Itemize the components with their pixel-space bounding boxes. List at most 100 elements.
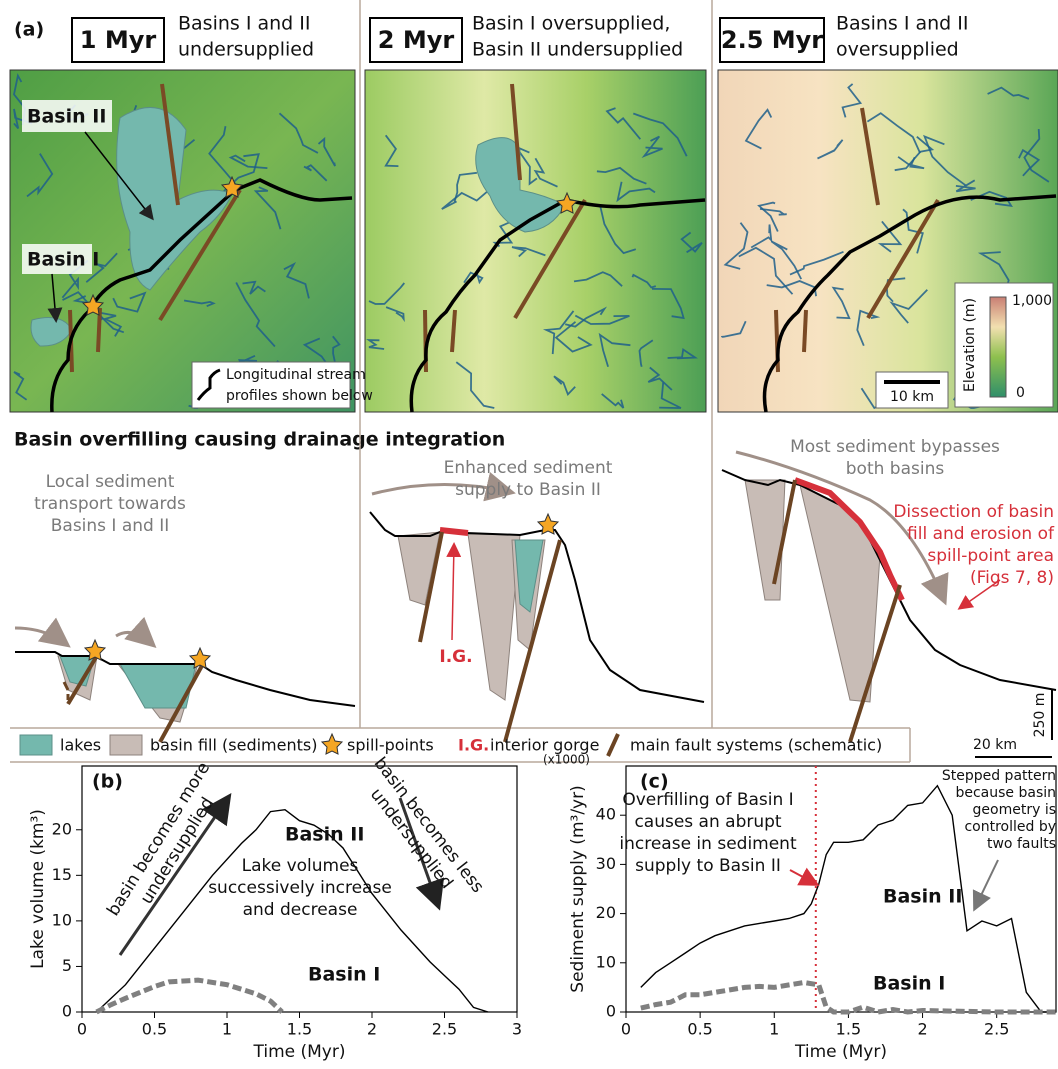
colorbar-title: Elevation (m) bbox=[962, 298, 978, 392]
panel-label: (a) bbox=[14, 19, 44, 41]
cross-sections-item bbox=[468, 534, 520, 700]
panel-a-header: (a) 1 Myr Basins I and II undersupplied … bbox=[14, 13, 968, 63]
section-texts-item: Most sediment bypasses bbox=[790, 437, 1000, 457]
x-tick-label: 3 bbox=[512, 1020, 522, 1039]
legend-item bbox=[322, 734, 342, 754]
annotation-text: Overfilling of Basin I bbox=[622, 790, 793, 810]
map-scale: 10 km bbox=[890, 389, 934, 405]
y-tick-label: 5 bbox=[62, 956, 72, 975]
legend-item bbox=[608, 734, 618, 756]
annotation-text: Lake volumes bbox=[242, 856, 359, 876]
stage-time: 1 Myr bbox=[80, 26, 157, 54]
section-texts-item: 250 m bbox=[1032, 693, 1048, 738]
stage-caption: Basin II undersupplied bbox=[472, 39, 683, 61]
section-texts-item: 20 km bbox=[973, 737, 1017, 753]
y-tick-label: 20 bbox=[596, 903, 616, 922]
stage-time: 2 Myr bbox=[378, 26, 455, 54]
stream-note: Longitudinal stream bbox=[226, 367, 366, 383]
legend-item bbox=[20, 735, 52, 755]
annotation: Stepped patternbecause basingeometry isc… bbox=[942, 768, 1056, 852]
annotation-text: successively increase bbox=[208, 878, 392, 898]
y-tick-label: 0 bbox=[62, 1002, 72, 1021]
annotation-text: because basin bbox=[955, 785, 1056, 801]
y-tick-label: 30 bbox=[596, 854, 616, 873]
annotation-text: and decrease bbox=[243, 900, 358, 920]
legend-item: basin fill (sediments) bbox=[150, 736, 317, 755]
unit-note: (x1000) bbox=[543, 753, 590, 767]
stage-caption: Basin I oversupplied, bbox=[472, 13, 670, 35]
legend: lakes basin fill (sediments) spill-point… bbox=[20, 734, 882, 756]
section-texts-item: supply to Basin II bbox=[455, 480, 601, 500]
section-texts-item: Local sediment bbox=[46, 472, 175, 492]
x-tick-label: 2.5 bbox=[432, 1020, 457, 1039]
x-tick-label: 0 bbox=[77, 1020, 87, 1039]
x-tick-label: 1 bbox=[222, 1020, 232, 1039]
y-axis-label: Lake volume (km³) bbox=[28, 809, 48, 969]
x-tick-label: 2.5 bbox=[984, 1020, 1009, 1039]
x-tick-label: 0 bbox=[621, 1020, 631, 1039]
legend-item: lakes bbox=[60, 736, 101, 755]
annotation-text: Stepped pattern bbox=[942, 768, 1056, 784]
section-texts-item: Enhanced sediment bbox=[444, 458, 613, 478]
x-tick-label: 0.5 bbox=[687, 1020, 712, 1039]
cross-sections-item bbox=[452, 545, 454, 640]
annotation-text: supply to Basin II bbox=[635, 856, 781, 876]
section-title: Basin overfilling causing drainage integ… bbox=[14, 429, 505, 451]
series-label: Basin II bbox=[883, 886, 962, 908]
x-axis-label: Time (Myr) bbox=[794, 1042, 887, 1062]
legend-item bbox=[110, 735, 142, 755]
y-tick-label: 15 bbox=[52, 865, 72, 884]
cross-sections-item bbox=[800, 485, 880, 702]
section-texts-item: spill-point area bbox=[927, 546, 1054, 566]
x-tick-label: 2 bbox=[367, 1020, 377, 1039]
x-tick-label: 1.5 bbox=[836, 1020, 861, 1039]
series-line bbox=[641, 983, 1056, 1013]
cross-sections-item bbox=[15, 628, 66, 644]
y-tick-label: 10 bbox=[596, 952, 616, 971]
y-tick-label: 0 bbox=[606, 1002, 616, 1021]
figure: (a) 1 Myr Basins I and II undersupplied … bbox=[0, 0, 1058, 1069]
annotation-text: increase in sediment bbox=[619, 834, 797, 854]
annotation-arrow bbox=[790, 870, 816, 884]
x-tick-label: 1.5 bbox=[287, 1020, 312, 1039]
x-tick-label: 1 bbox=[769, 1020, 779, 1039]
colorbar-min: 0 bbox=[1016, 385, 1025, 401]
stage-time: 2.5 Myr bbox=[721, 26, 823, 54]
annotation-text: two faults bbox=[987, 836, 1056, 852]
series-label: Basin I bbox=[308, 964, 380, 986]
annotation-arrow bbox=[975, 860, 998, 908]
section-texts-item: Dissection of basin bbox=[893, 502, 1054, 522]
y-axis-label: Sediment supply (m³/yr) bbox=[568, 785, 588, 992]
cross-sections-item bbox=[745, 480, 785, 600]
annotation-text: causes an abrupt bbox=[634, 812, 781, 832]
legend-item: spill-points bbox=[347, 736, 434, 755]
colorbar bbox=[990, 297, 1006, 397]
y-tick-label: 40 bbox=[596, 805, 616, 824]
legend-item: I.G. bbox=[458, 736, 489, 755]
panel-label: (b) bbox=[92, 771, 123, 793]
section-texts-item: (Figs 7, 8) bbox=[970, 568, 1054, 588]
cross-sections-item bbox=[440, 530, 468, 533]
stage-caption: undersupplied bbox=[178, 39, 314, 61]
annotation: Overfilling of Basin Icauses an abruptin… bbox=[619, 790, 797, 876]
annotation: Lake volumessuccessively increaseand dec… bbox=[208, 856, 392, 920]
stream-note: profiles shown below bbox=[226, 388, 373, 404]
section-texts-item: fill and erosion of bbox=[907, 524, 1055, 544]
legend-item: main fault systems (schematic) bbox=[630, 736, 882, 755]
x-axis-label: Time (Myr) bbox=[253, 1042, 346, 1062]
x-tick-label: 2 bbox=[917, 1020, 927, 1039]
cross-sections-item bbox=[116, 632, 152, 644]
section-texts-item: transport towards bbox=[34, 494, 186, 514]
map-features-item bbox=[804, 310, 806, 352]
stage-caption: oversupplied bbox=[836, 39, 959, 61]
colorbar-max: 1,000 bbox=[1012, 293, 1052, 309]
series-label: Basin II bbox=[285, 824, 364, 846]
section-texts-item: Basins I and II bbox=[51, 516, 170, 536]
y-tick-label: 20 bbox=[52, 819, 72, 838]
section-texts-item: I.G. bbox=[439, 647, 472, 667]
map-label: Basin II bbox=[27, 106, 106, 128]
series-label: Basin I bbox=[873, 973, 945, 995]
stage-caption: Basins I and II bbox=[178, 13, 310, 35]
chart: 0 0.5 1 1.5 2 2.5 0 10 20 30 40 Time (Myr) Sediment … bbox=[543, 753, 1056, 1063]
